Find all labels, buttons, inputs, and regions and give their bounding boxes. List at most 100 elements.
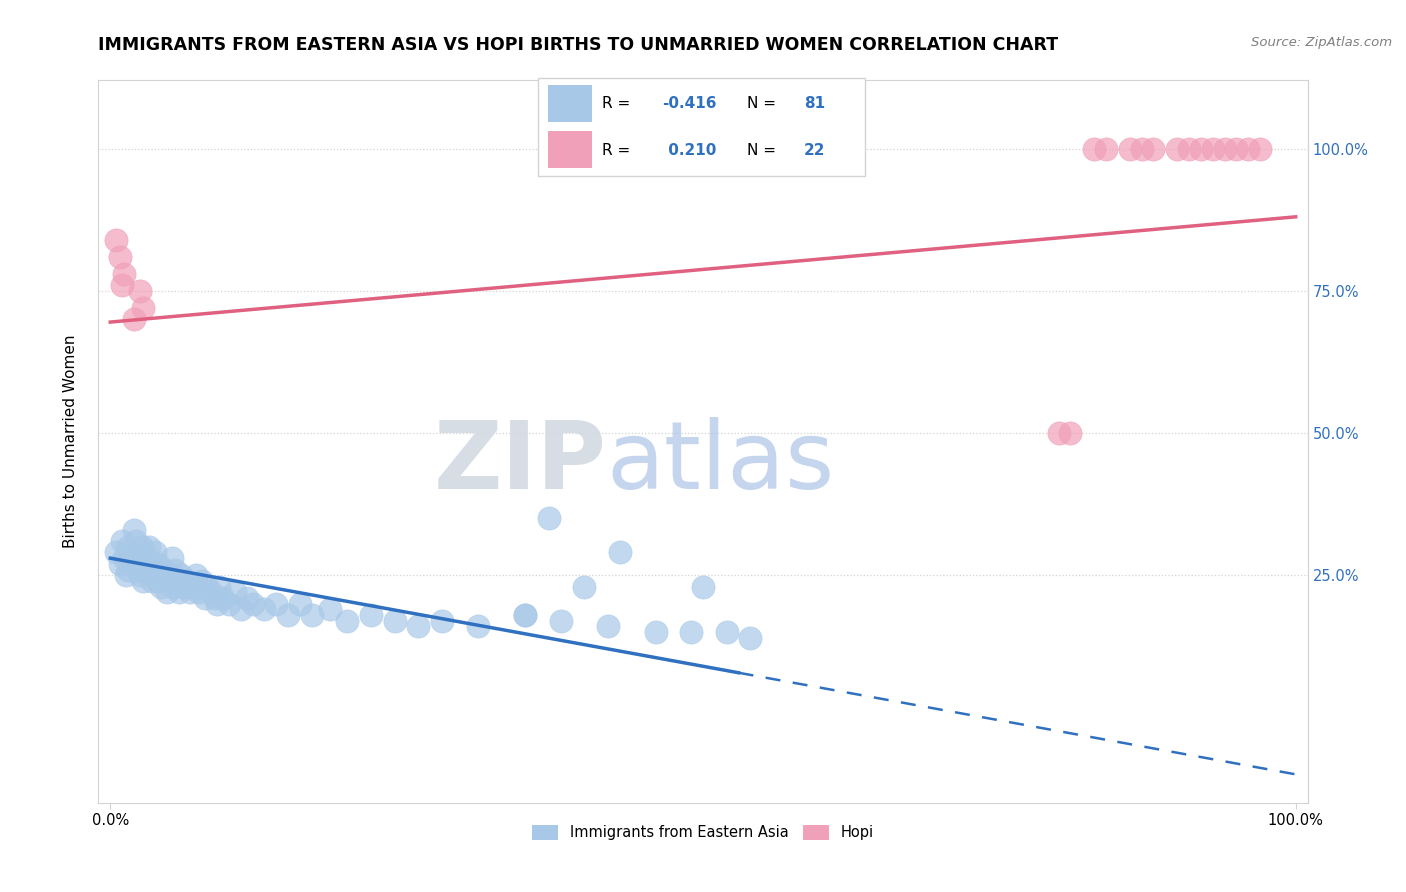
Point — [173, 580, 195, 594]
Point — [181, 580, 204, 594]
Point — [1213, 142, 1236, 156]
Point — [537, 511, 560, 525]
Point — [146, 557, 169, 571]
Point — [117, 563, 139, 577]
Point — [111, 278, 134, 293]
Point — [188, 585, 211, 599]
Point — [264, 597, 287, 611]
Point — [127, 563, 149, 577]
Point — [150, 580, 173, 594]
Point — [235, 591, 257, 605]
Point — [141, 574, 163, 588]
Point — [1083, 142, 1105, 156]
Point — [108, 250, 131, 264]
Point — [1237, 142, 1260, 156]
FancyBboxPatch shape — [548, 85, 592, 122]
FancyBboxPatch shape — [548, 131, 592, 168]
Point — [132, 301, 155, 315]
Point — [1249, 142, 1271, 156]
Point — [149, 568, 172, 582]
Point — [515, 608, 537, 623]
Point — [162, 580, 184, 594]
Point — [135, 563, 157, 577]
Point — [204, 591, 226, 605]
Point — [574, 580, 596, 594]
Point — [105, 233, 128, 247]
Point — [160, 551, 183, 566]
Point — [129, 284, 152, 298]
Point — [1202, 142, 1225, 156]
Point — [336, 614, 359, 628]
Point — [114, 568, 136, 582]
Point — [129, 568, 152, 582]
Point — [122, 312, 145, 326]
Point — [197, 580, 219, 594]
Text: 0.210: 0.210 — [662, 144, 716, 158]
Point — [208, 580, 231, 594]
Point — [681, 625, 703, 640]
Point — [598, 619, 620, 633]
Point — [143, 568, 166, 582]
Point — [1095, 142, 1118, 156]
Point — [156, 585, 179, 599]
Point — [194, 591, 217, 605]
Text: ZIP: ZIP — [433, 417, 606, 509]
Point — [143, 545, 166, 559]
Legend: Immigrants from Eastern Asia, Hopi: Immigrants from Eastern Asia, Hopi — [526, 819, 880, 847]
Point — [1178, 142, 1201, 156]
Point — [105, 545, 128, 559]
Point — [242, 597, 264, 611]
Point — [1142, 142, 1164, 156]
Point — [1130, 142, 1153, 156]
Point — [138, 540, 160, 554]
Point — [408, 619, 430, 633]
Point — [609, 545, 631, 559]
Point — [184, 568, 207, 582]
Text: 22: 22 — [804, 144, 825, 158]
Point — [1166, 142, 1188, 156]
Point — [432, 614, 454, 628]
Point — [179, 585, 201, 599]
Y-axis label: Births to Unmarried Women: Births to Unmarried Women — [63, 334, 77, 549]
Point — [190, 574, 212, 588]
Point — [114, 551, 136, 566]
Point — [132, 574, 155, 588]
Point — [114, 267, 136, 281]
FancyBboxPatch shape — [537, 78, 865, 177]
Point — [129, 545, 152, 559]
Point — [125, 557, 148, 571]
Point — [318, 602, 340, 616]
Point — [740, 631, 762, 645]
Point — [288, 597, 311, 611]
Point — [166, 574, 188, 588]
Point — [146, 574, 169, 588]
Point — [176, 574, 198, 588]
Point — [1119, 142, 1142, 156]
Point — [117, 540, 139, 554]
Point — [644, 625, 666, 640]
Point — [212, 591, 235, 605]
Point — [135, 551, 157, 566]
Text: R =: R = — [602, 144, 636, 158]
Point — [1189, 142, 1212, 156]
Point — [165, 563, 187, 577]
Point — [384, 614, 406, 628]
Point — [159, 568, 181, 582]
Point — [170, 568, 193, 582]
Point — [200, 585, 222, 599]
Point — [122, 523, 145, 537]
Text: 81: 81 — [804, 96, 825, 111]
Text: Source: ZipAtlas.com: Source: ZipAtlas.com — [1251, 36, 1392, 49]
Text: -0.416: -0.416 — [662, 96, 717, 111]
Point — [121, 545, 143, 559]
Point — [224, 585, 246, 599]
Point — [122, 551, 145, 566]
Point — [1059, 425, 1081, 440]
Point — [108, 557, 131, 571]
Text: N =: N = — [747, 96, 780, 111]
Point — [167, 585, 190, 599]
Point — [1225, 142, 1247, 156]
Point — [125, 534, 148, 549]
Point — [218, 597, 240, 611]
Point — [152, 563, 174, 577]
